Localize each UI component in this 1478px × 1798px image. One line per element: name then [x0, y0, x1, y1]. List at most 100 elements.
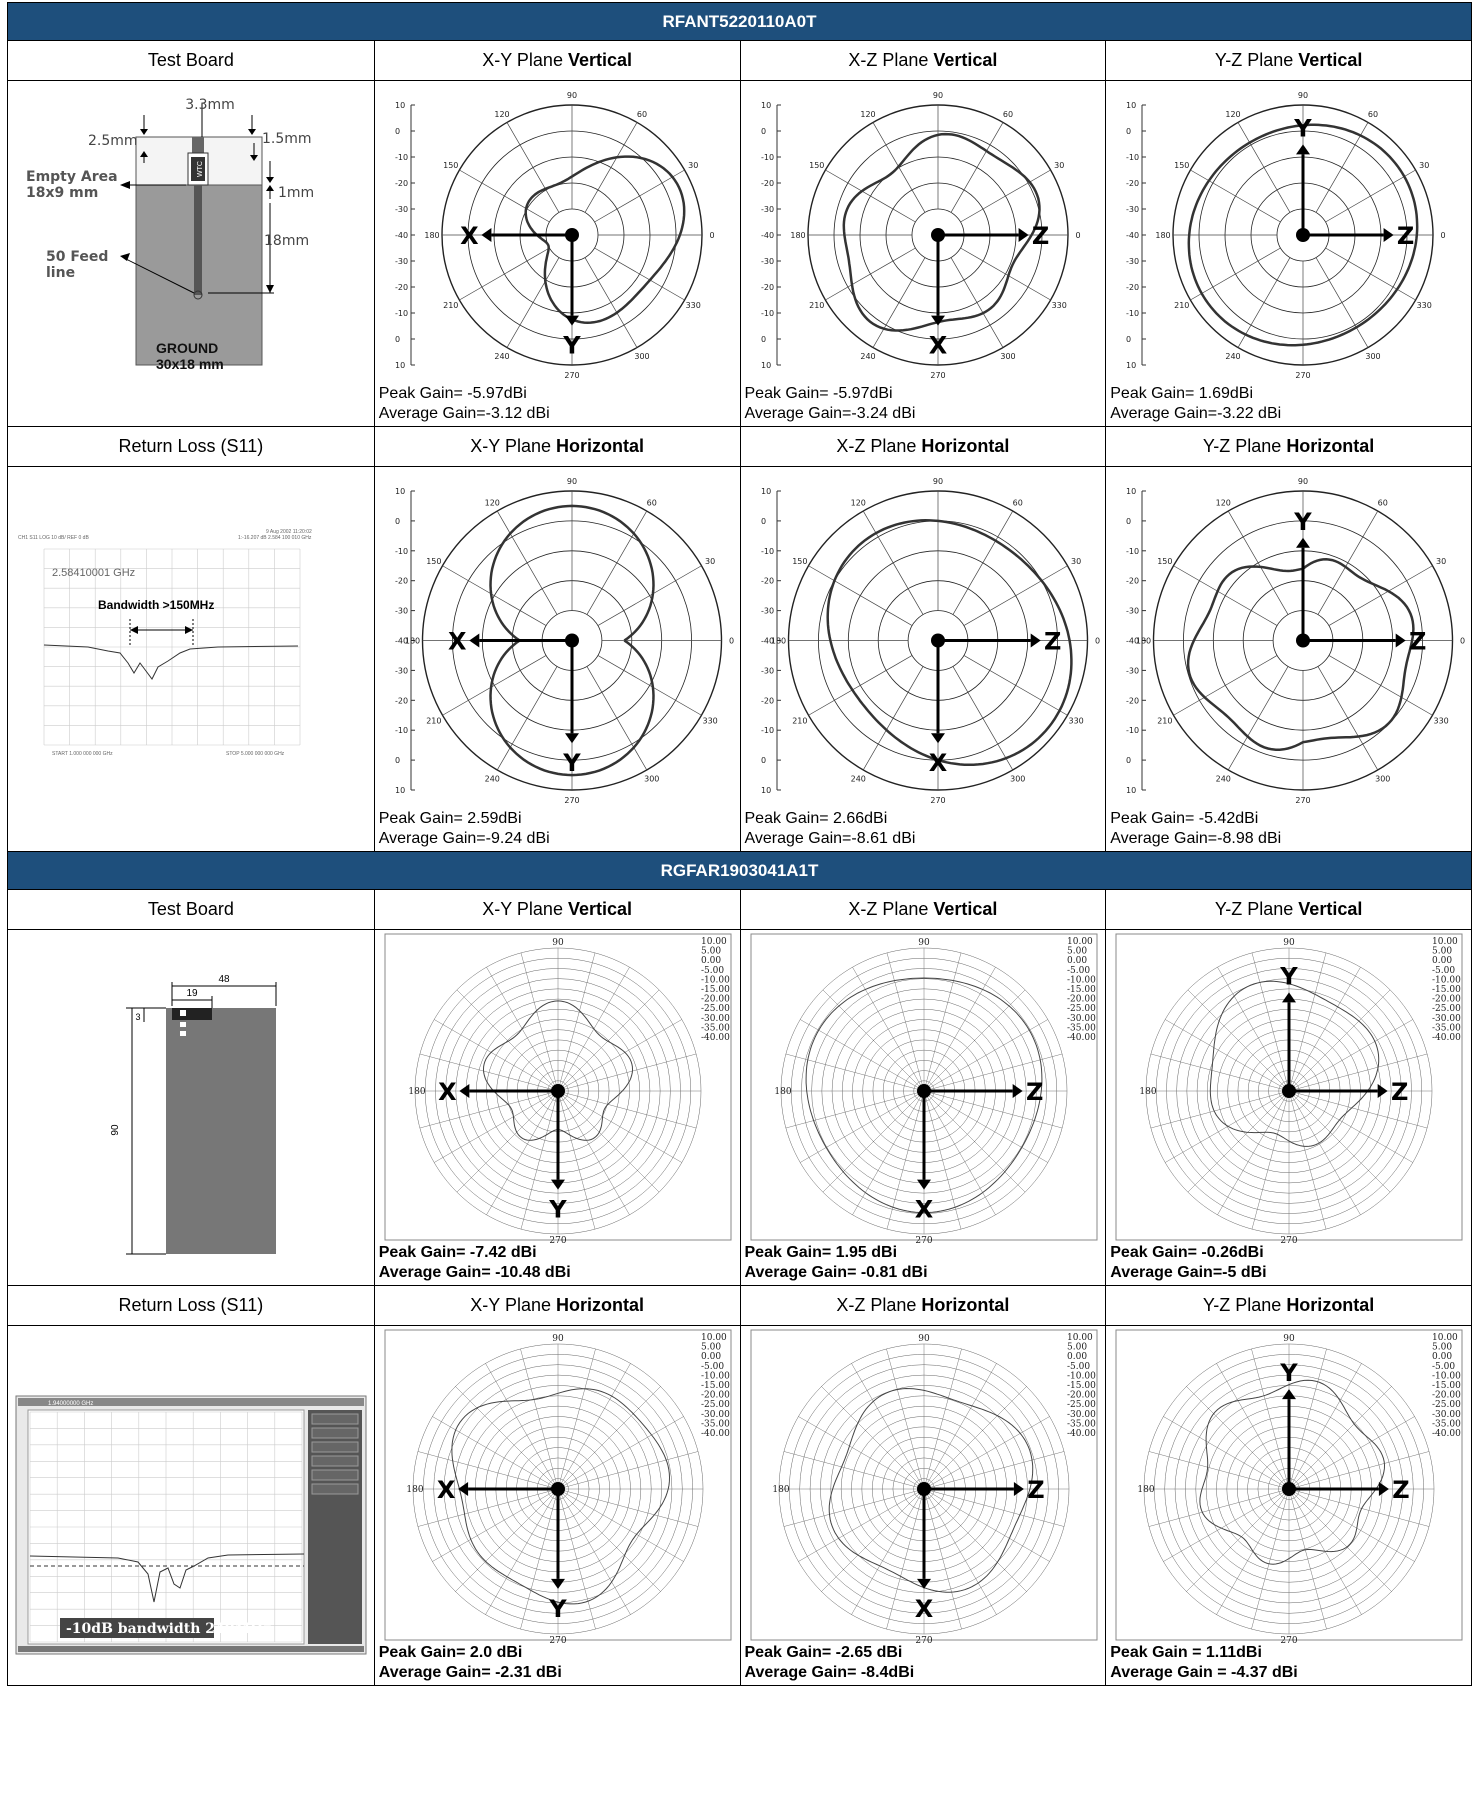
angle-label: 210 [443, 301, 458, 310]
scale-label: -35.00 [1432, 1023, 1461, 1033]
scale-label: 10 [761, 101, 771, 110]
angle-label: 30 [1071, 557, 1081, 566]
angle-label: 330 [1417, 301, 1432, 310]
peak-gain: Peak Gain= -2.65 dBi [744, 1644, 903, 1661]
angle-label: 240 [1216, 775, 1231, 784]
peak-gain: Peak Gain= -5.97dBi [744, 385, 893, 402]
polar-spoke [797, 1488, 924, 1562]
scale-label: -30 [395, 607, 408, 616]
scale-label: 10.00 [701, 1333, 727, 1343]
angle-label: 60 [1002, 110, 1012, 119]
polar-spoke [496, 510, 558, 615]
arrow-head [1379, 1482, 1390, 1496]
polar-spoke [822, 989, 924, 1092]
header-row: Return Loss (S11) X-Y Plane Horizontal X-… [8, 427, 1472, 467]
polar-spoke [824, 169, 916, 223]
polar-spoke [923, 1090, 1062, 1129]
polar-spoke [1289, 1451, 1430, 1490]
plot-cell: 90 180 270 10.00 5.00 0.00 -5.00 -10.00 -15.00 -2… [374, 930, 741, 1286]
radiation-pattern [828, 1387, 1033, 1593]
col-header-xy-horizontal: X-Y Plane Horizontal [374, 427, 741, 467]
col-header-return-loss: Return Loss (S11) [8, 427, 375, 467]
arrow-head [1030, 633, 1041, 648]
angle-label: 120 [494, 110, 509, 119]
polar-spoke [1187, 1090, 1290, 1193]
angle-label: 60 [1378, 498, 1388, 507]
gain-caption: Peak Gain= -5.97dBi Average Gain=-3.24 dB… [741, 384, 1106, 426]
polar-spoke [963, 565, 1068, 626]
scale-label: -20.00 [1432, 1391, 1461, 1401]
polar-plot-xz-horizontal: 9018027010.005.000.00-5.00-10.00-15.00-2… [750, 1329, 1097, 1644]
polar-spoke [1325, 247, 1417, 301]
average-gain: Average Gain=-3.22 dBi [1110, 405, 1282, 422]
angle-label: 300 [634, 352, 649, 361]
header-label: Return Loss (S11) [118, 436, 264, 456]
angle-label: 150 [792, 557, 807, 566]
polar-spoke [1187, 989, 1290, 1092]
scale-label: -20 [761, 696, 774, 705]
polar-spoke [923, 1090, 996, 1215]
polar-spoke [923, 1363, 997, 1490]
polar-spoke [519, 1488, 558, 1630]
plane-label: X-Y Plane [470, 436, 551, 456]
polar-spoke [506, 122, 560, 213]
scale-label: -20.00 [701, 995, 730, 1005]
scale-label: 10 [1126, 487, 1136, 496]
angle-label: 90 [567, 477, 577, 486]
test-board-drawing-1: WTC 3.3mm 2.5mm 1.5mm [26, 97, 314, 372]
polar-spoke [1317, 666, 1379, 771]
polar-spoke [557, 1348, 596, 1490]
scale-label: 0 [395, 335, 400, 344]
polar-spoke [1289, 1348, 1328, 1490]
test-board-cell: 48 19 90 3 [8, 930, 375, 1286]
scale-label: -30 [761, 666, 774, 675]
polar-spoke [1217, 967, 1290, 1092]
gain-caption: Peak Gain= 2.59dBi Average Gain=-9.24 dBi [375, 809, 740, 851]
angle-label: 90 [552, 1334, 564, 1344]
angle-label: 180 [1140, 1087, 1157, 1097]
scale-label: -40.00 [701, 1429, 730, 1439]
angle-label: 60 [646, 498, 656, 507]
angle-label: 150 [1174, 161, 1189, 170]
angle-label: 330 [702, 716, 717, 725]
scale-label: 5.00 [701, 947, 721, 957]
s11-frequency: 2.58410001 GHz [52, 567, 135, 579]
polar-spoke [557, 1019, 682, 1092]
scale-label: -15.00 [1432, 985, 1461, 995]
s11-frequency: 1.94000000 GHz [48, 1401, 93, 1407]
peak-gain: Peak Gain= -5.97dBi [378, 385, 527, 402]
scale-label: -40.00 [1432, 1429, 1461, 1439]
angle-label: 90 [552, 938, 564, 948]
peak-gain: Peak Gain= 1.69dBi [1110, 385, 1254, 402]
scale-label: 0 [1126, 756, 1131, 765]
angle-label: 210 [426, 716, 441, 725]
return-loss-plot-1: CH1 S11 LOG 10 dB/ REF 0 dB 9 Aug 2002 1… [16, 529, 366, 761]
scale-label: -30 [761, 257, 774, 266]
peak-gain: Peak Gain = 1.11dBi [1110, 1644, 1262, 1661]
polar-spoke [923, 952, 961, 1092]
pol-label: Vertical [567, 50, 632, 70]
plane-label: X-Y Plane [482, 899, 563, 919]
angle-label: 180 [406, 1485, 423, 1495]
polar-spoke [820, 1386, 924, 1490]
angle-label: 0 [1460, 637, 1465, 646]
polar-spoke [520, 1090, 558, 1230]
scale-label: 5.00 [1067, 1343, 1087, 1353]
angle-label: 270 [1281, 1636, 1298, 1644]
gain-caption: Peak Gain= -0.26dBi Average Gain=-5 dBi [1106, 1243, 1471, 1285]
scale-label: -30 [395, 257, 408, 266]
polar-spoke [557, 1090, 696, 1129]
scale-label: -20.00 [1432, 995, 1461, 1005]
scale-label: -10 [761, 726, 774, 735]
polar-spoke [1163, 1488, 1290, 1562]
angle-label: 90 [918, 1334, 930, 1344]
polar-spoke [1251, 1348, 1290, 1490]
polar-spoke [1151, 1053, 1290, 1092]
angle-label: 330 [1068, 716, 1083, 725]
angle-label: 300 [644, 775, 659, 784]
angle-label: 180 [772, 1485, 789, 1495]
polar-spoke [923, 1090, 1025, 1193]
scale-label: 10 [1126, 786, 1136, 795]
test-board-cell: WTC 3.3mm 2.5mm 1.5mm [8, 81, 375, 427]
polar-spoke [1228, 666, 1289, 771]
